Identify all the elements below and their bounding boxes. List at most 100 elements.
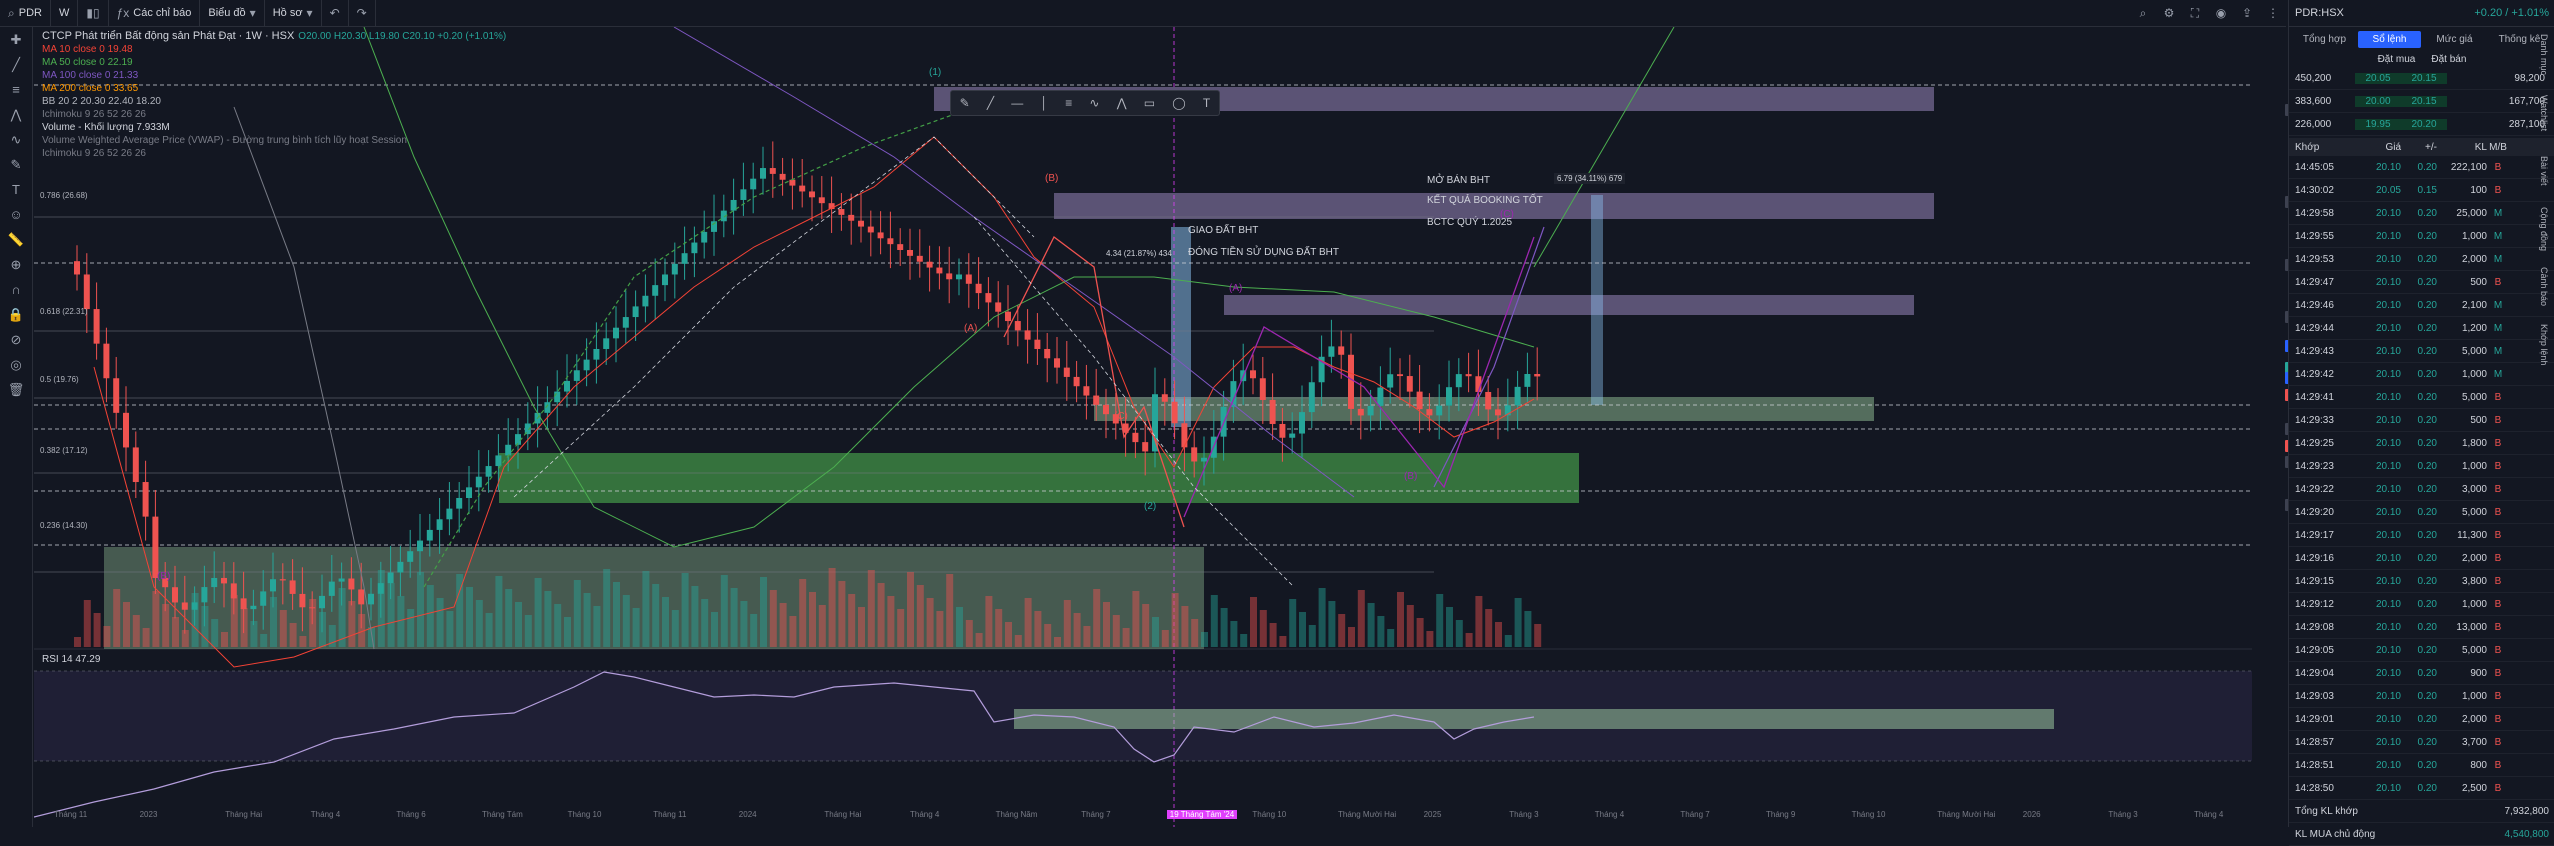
candle: [573, 370, 580, 381]
candle: [662, 274, 668, 286]
trade-time: 14:29:25: [2295, 437, 2334, 449]
trade-volume: 800: [2470, 759, 2487, 771]
trade-side: B: [2494, 184, 2502, 196]
orderbook-row[interactable]: 383,600 20.00 20.15 167,700: [2289, 90, 2554, 113]
trade-price: 20.10: [2375, 736, 2401, 748]
smile-icon[interactable]: ☺: [9, 207, 23, 222]
bid-volume: 450,200: [2295, 72, 2332, 84]
trades-list[interactable]: 14:45:05 20.10 0.20 222,100 B 14:30:02 20.05 0.…: [2289, 156, 2554, 800]
eye-icon[interactable]: ◎: [10, 356, 22, 372]
candle: [221, 577, 227, 584]
wave-icon[interactable]: ∿: [1089, 96, 1100, 110]
trade-row: 14:28:57 20.10 0.20 3,700 B: [2289, 731, 2554, 754]
wave-icon[interactable]: ∿: [10, 131, 22, 147]
symbol-search[interactable]: ⌕ PDR: [0, 0, 51, 26]
candle: [1289, 433, 1296, 438]
tab-summary[interactable]: Tổng hợp: [2302, 33, 2347, 45]
tab-orderbook[interactable]: Sổ lệnh: [2358, 30, 2421, 48]
price-chart[interactable]: [34, 27, 2286, 827]
legend-bb[interactable]: BB 20 2 20.30 22.40 18.20: [42, 96, 161, 107]
panel-symbol[interactable]: PDR:HSX: [2295, 7, 2344, 19]
more-icon[interactable]: ⋮: [2267, 6, 2279, 20]
indicators-button[interactable]: ƒx Các chỉ báo: [109, 0, 201, 26]
candle: [1181, 423, 1188, 448]
trend-line-icon[interactable]: ╱: [12, 56, 20, 72]
vertical-tab[interactable]: Cảnh báo: [2539, 267, 2549, 307]
volume-bar: [83, 600, 91, 647]
rect-icon[interactable]: ▭: [1143, 96, 1156, 110]
crosshair-icon[interactable]: ✚: [10, 31, 22, 47]
fib-icon[interactable]: ≡: [1065, 96, 1073, 110]
legend-ma100[interactable]: MA 100 close 0 21.33: [42, 70, 139, 81]
legend-volume[interactable]: Volume - Khối lượng 7.933M: [42, 122, 170, 133]
lock-icon[interactable]: 🔒: [7, 306, 25, 322]
chart-type-button[interactable]: ▮▯: [78, 0, 109, 26]
volume-bar: [466, 587, 473, 647]
wave-label-1: (1): [929, 67, 942, 78]
vertical-tab[interactable]: Watchlist: [2539, 94, 2549, 132]
zoom-icon[interactable]: ⊕: [10, 256, 22, 272]
volume-bar: [132, 615, 140, 647]
gear-icon[interactable]: ⚙: [2163, 6, 2175, 20]
candle: [838, 209, 845, 215]
chart-title: CTCP Phát triển Bất động sản Phát Đạt · …: [42, 30, 295, 42]
volume-bar: [289, 623, 297, 647]
vertical-tab[interactable]: Cộng đồng: [2539, 206, 2549, 252]
search-icon[interactable]: ⌕: [2139, 5, 2147, 20]
vertical-tab[interactable]: Khớp lệnh: [2539, 324, 2549, 366]
chart-legend: CTCP Phát triển Bất động sản Phát Đạt · …: [42, 30, 506, 160]
share-icon[interactable]: ⇪: [2241, 6, 2253, 20]
trade-side: B: [2494, 276, 2502, 288]
trade-side: B: [2494, 391, 2502, 403]
time-tick: Tháng 10: [1851, 810, 1886, 819]
circle-icon[interactable]: ◯: [1172, 96, 1186, 110]
line-icon[interactable]: ╱: [986, 96, 995, 110]
chart-area[interactable]: (1) (B) (A) (C) (2) (B) (A) (C) (B) MỞ B…: [34, 27, 2315, 827]
lock-drawings-icon[interactable]: ⊘: [10, 331, 22, 347]
magnet-icon[interactable]: ∩: [11, 282, 21, 297]
orderbook-row[interactable]: 226,000 19.95 20.20 287,100: [2289, 113, 2554, 136]
volume-bar: [544, 591, 552, 647]
trade-time: 14:29:41: [2295, 391, 2334, 403]
fib-icon[interactable]: ≡: [12, 82, 20, 97]
candle: [995, 302, 1002, 312]
tab-price-levels[interactable]: Mức giá: [2436, 33, 2473, 45]
trade-price: 20.10: [2375, 506, 2401, 518]
undo-button[interactable]: ↶: [322, 0, 349, 26]
trade-row: 14:30:02 20.05 0.15 100 B: [2289, 179, 2554, 202]
legend-ma200[interactable]: MA 200 close 0 33.65: [42, 83, 139, 94]
trade-volume: 13,000: [2456, 621, 2487, 633]
vertical-tab[interactable]: Bài viết: [2539, 156, 2549, 186]
text-icon[interactable]: T: [12, 182, 20, 197]
trash-icon[interactable]: 🗑: [7, 381, 25, 397]
rsi-legend[interactable]: RSI 14 47.29: [42, 654, 101, 665]
legend-ichimoku-2[interactable]: Ichimoku 9 26 52 26 26: [42, 148, 146, 159]
legend-ma10[interactable]: MA 10 close 0 19.48: [42, 44, 133, 55]
chart-menu-button[interactable]: Biểu đồ ▾: [200, 0, 265, 26]
ruler-icon[interactable]: 📏: [7, 231, 25, 247]
orderbook-row[interactable]: 450,200 20.05 20.15 98,200: [2289, 67, 2554, 90]
vline-icon[interactable]: │: [1040, 96, 1049, 110]
legend-ichimoku-1[interactable]: Ichimoku 9 26 52 26 26: [42, 109, 146, 120]
vertical-tab[interactable]: Danh mục: [2539, 34, 2549, 76]
pattern-icon[interactable]: ⋀: [10, 106, 22, 122]
path-icon[interactable]: ⋀: [1116, 96, 1127, 110]
time-tick: Tháng 4: [1594, 810, 1625, 819]
candle: [1475, 376, 1482, 392]
tab-statistics[interactable]: Thống kê: [2498, 33, 2541, 45]
trade-time: 14:29:58: [2295, 207, 2334, 219]
redo-button[interactable]: ↷: [349, 0, 376, 26]
brush-icon[interactable]: ✎: [10, 156, 22, 172]
profile-button[interactable]: Hồ sơ ▾: [265, 0, 322, 26]
legend-vwap[interactable]: Volume Weighted Average Price (VWAP) - Đ…: [42, 135, 407, 146]
volume-bar: [730, 588, 738, 647]
legend-ma50[interactable]: MA 50 close 0 22.19: [42, 57, 133, 68]
text-icon[interactable]: T: [1202, 96, 1211, 110]
fullscreen-icon[interactable]: ⛶: [2190, 5, 2200, 20]
fib-label: 0.786 (26.68): [40, 191, 88, 201]
camera-icon[interactable]: ◉: [2215, 6, 2227, 20]
volume-bar: [181, 630, 189, 647]
hline-icon[interactable]: —: [1011, 96, 1024, 110]
pencil-icon[interactable]: ✎: [959, 96, 970, 110]
interval-button[interactable]: W: [51, 0, 79, 26]
